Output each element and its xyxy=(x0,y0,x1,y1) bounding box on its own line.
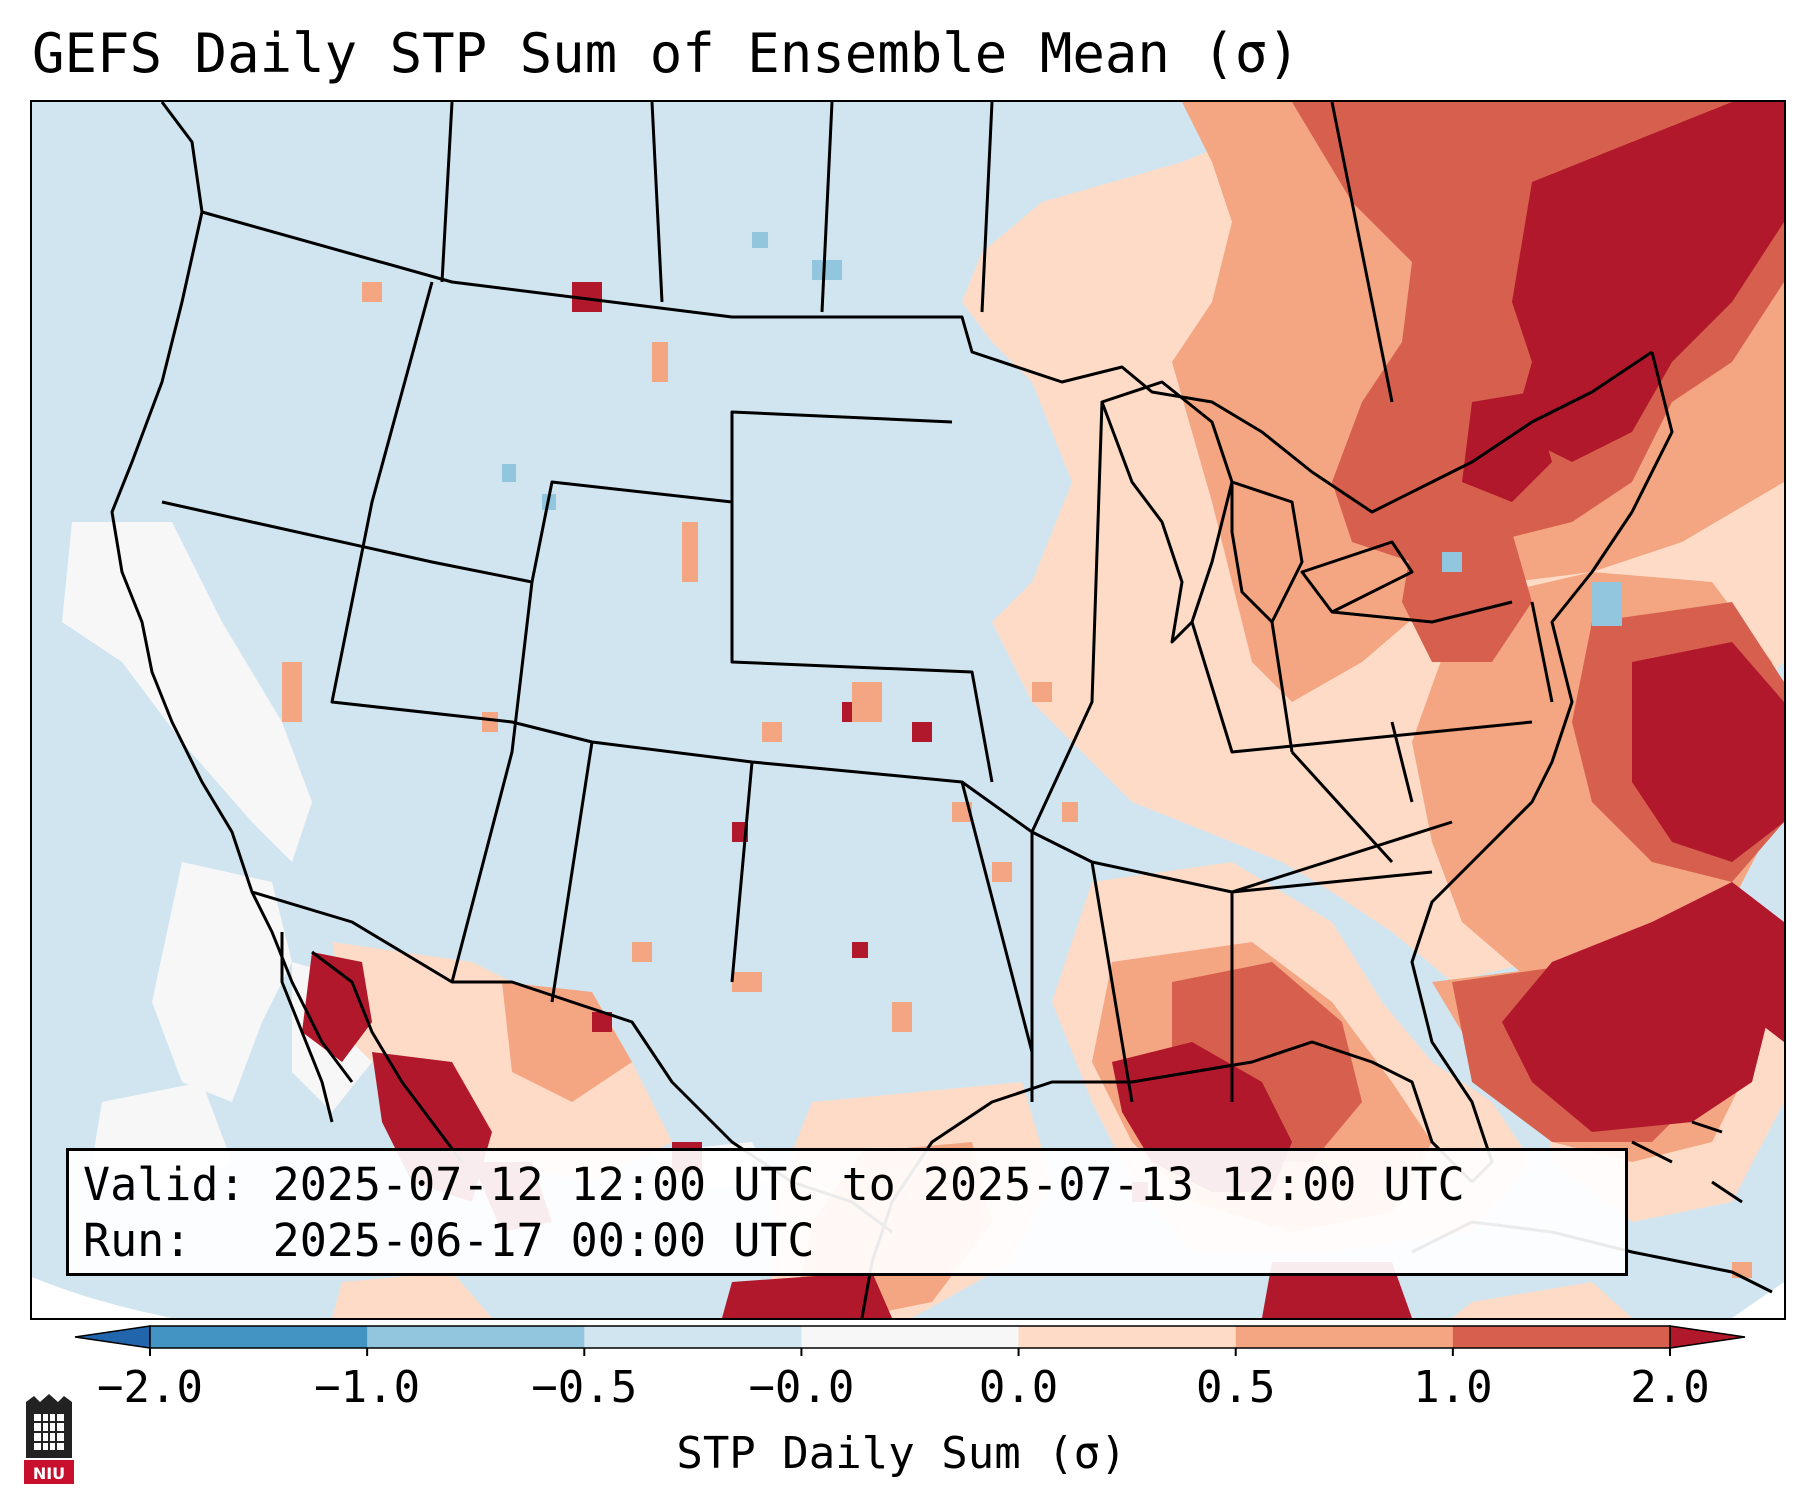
colorbar-tick-label: −0.5 xyxy=(531,1362,638,1413)
colorbar-segment xyxy=(367,1326,585,1348)
state-borders xyxy=(161,281,1554,1103)
pacific-coastline xyxy=(110,102,354,1083)
negative-anomaly-cells xyxy=(502,232,1622,626)
colorbar-segment xyxy=(1235,1326,1454,1348)
colorbar-tick-label: 2.0 xyxy=(1630,1362,1710,1413)
colorbar-tick-label: 0.5 xyxy=(1195,1362,1276,1413)
colorbar-frame xyxy=(149,1325,1671,1349)
colorbar-segment xyxy=(1018,1326,1237,1348)
colorbar-tick-label: −2.0 xyxy=(97,1362,203,1413)
valid-time-line: Valid: 2025-07-12 12:00 UTC to 2025-07-1… xyxy=(83,1158,1465,1211)
boundaries xyxy=(110,102,1773,1318)
colorbar xyxy=(74,1325,1746,1356)
stp-map-panel[interactable] xyxy=(30,100,1786,1320)
colorbar-extend-high xyxy=(1669,1325,1746,1349)
colorbar-segment xyxy=(801,1326,1020,1348)
logo-text: NIU xyxy=(33,1464,65,1483)
map-title: GEFS Daily STP Sum of Ensemble Mean (σ) xyxy=(32,22,1300,85)
niu-logo: NIU xyxy=(24,1394,74,1484)
bahamas xyxy=(1631,1120,1743,1204)
canada-us-border xyxy=(201,210,1653,514)
colorbar-segment xyxy=(1452,1326,1671,1348)
colorbar-tick-label: −1.0 xyxy=(314,1362,421,1413)
projection-corner-left xyxy=(32,1277,172,1318)
valid-run-annotation: Valid: 2025-07-12 12:00 UTC to 2025-07-1… xyxy=(66,1148,1628,1276)
stp-map xyxy=(32,102,1784,1318)
colorbar-tick-label: 0.0 xyxy=(978,1362,1059,1413)
canada-province-borders xyxy=(440,102,1394,403)
atlantic-coastline xyxy=(1410,351,1674,1184)
colorbar-tick-label: −0.0 xyxy=(748,1362,855,1413)
scattered-anomaly-cells xyxy=(282,282,1752,1278)
projection-corner xyxy=(1732,1282,1784,1318)
baja-peninsula xyxy=(280,932,334,1123)
extreme-positive-anomalies xyxy=(302,102,1784,1318)
sea-of-cortez-coast xyxy=(311,950,464,1163)
colorbar-segment xyxy=(584,1326,802,1348)
run-time-line: Run: 2025-06-17 00:00 UTC xyxy=(83,1214,815,1267)
colorbar-extend-low xyxy=(74,1325,151,1349)
colorbar-tick-label: 1.0 xyxy=(1413,1362,1493,1413)
colorbar-label: STP Daily Sum (σ) xyxy=(676,1428,1127,1479)
colorbar-segment xyxy=(150,1326,368,1348)
